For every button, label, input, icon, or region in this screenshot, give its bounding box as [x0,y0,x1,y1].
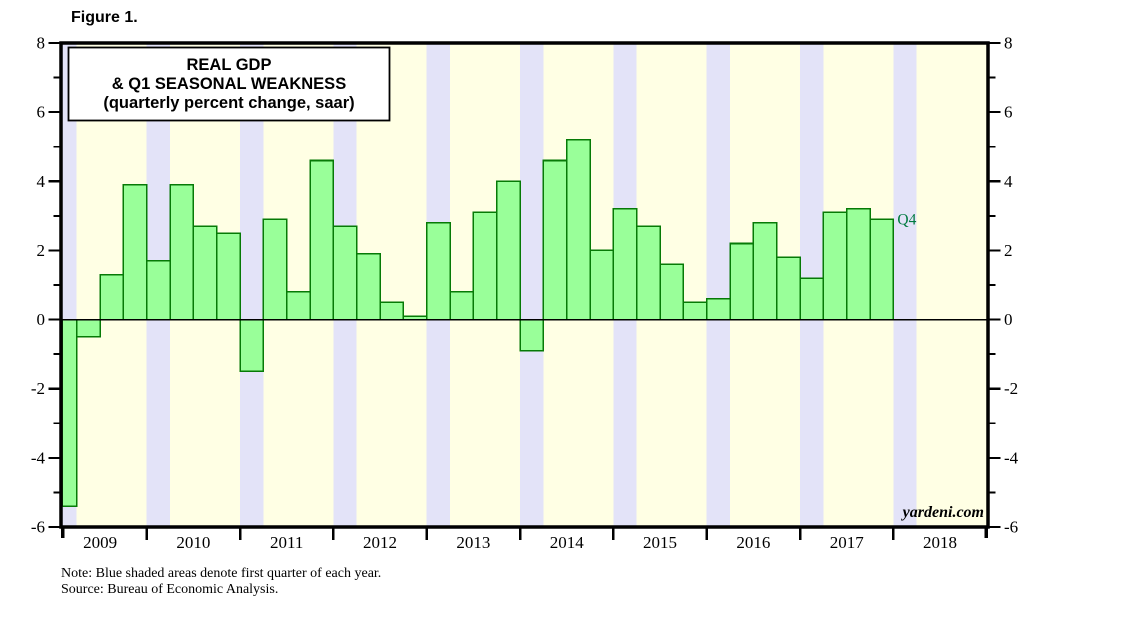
gdp-bar-2015-q1 [612,208,638,321]
x-axis-label-2012: 2012 [363,533,397,552]
gdp-bar-2015-q4 [682,301,708,321]
gdp-bar-2011-q3 [285,291,311,321]
gdp-bar-2013-q2 [449,291,475,321]
y-axis-label-left: -2 [31,379,45,398]
x-axis-label-2010: 2010 [176,533,210,552]
gdp-bar-2016-q1 [705,298,731,321]
figure-label: Figure 1. [71,9,138,26]
gdp-bar-2016-q2 [729,242,755,321]
x-axis-label-2014: 2014 [550,533,585,552]
y-axis-label-right: 0 [1004,310,1013,329]
gdp-bar-2011-q4 [309,159,335,321]
gdp-bar-2013-q1 [425,221,451,321]
gdp-bar-2013-q4 [495,180,521,321]
gdp-bar-2014-q2 [542,159,568,321]
y-axis-label-left: 2 [37,241,46,260]
y-axis-label-right: 6 [1004,103,1013,122]
gdp-bar-2009-q2 [75,318,101,338]
watermark-yardeni: yardeni.com [901,504,984,521]
x-axis-label-2011: 2011 [270,533,303,552]
y-axis-label-left: -6 [31,518,45,537]
gdp-bar-2011-q2 [262,218,288,321]
footnotes: Note: Blue shaded areas denote first qua… [61,566,381,597]
x-axis-label-2015: 2015 [643,533,677,552]
y-axis-label-left: 8 [37,34,46,53]
gdp-bar-2011-q1 [239,318,265,373]
x-axis-label-2017: 2017 [830,533,865,552]
y-axis-label-right: -2 [1004,379,1018,398]
gdp-bar-2017-q2 [822,211,848,321]
chart-title-line-2: & Q1 SEASONAL WEAKNESS [112,75,346,93]
gdp-bar-2015-q3 [659,263,685,321]
gdp-bar-2017-q4 [869,218,895,321]
gdp-bar-2016-q4 [775,256,801,321]
gdp-bar-2009-q1 [61,318,78,508]
gdp-bar-2009-q4 [122,183,148,321]
chart-source: Source: Bureau of Economic Analysis. [61,581,279,597]
y-axis-label-left: 4 [37,172,46,191]
gdp-bar-2015-q2 [635,225,661,321]
last-bar-annotation-q4: Q4 [897,211,916,228]
chart-title-line-3: (quarterly percent change, saar) [103,94,354,112]
y-axis-label-left: 0 [37,310,46,329]
gdp-bar-2012-q3 [379,301,405,321]
gdp-bar-2013-q3 [472,211,498,321]
gdp-bar-2010-q1 [145,259,171,321]
chart-title-line-1: REAL GDP [187,56,272,74]
q1-band-2014 [520,44,544,526]
gdp-bar-2012-q1 [332,225,358,321]
q1-band-2011 [240,44,264,526]
y-axis-label-right: 4 [1004,172,1013,191]
gdp-bar-2010-q2 [169,183,195,321]
gdp-bar-2017-q3 [845,208,871,321]
gdp-bar-2010-q3 [192,225,218,321]
y-axis-label-right: 2 [1004,241,1013,260]
y-axis-label-right: -4 [1004,448,1019,467]
gdp-bar-2014-q1 [519,318,545,352]
y-axis-label-right: 8 [1004,34,1013,53]
x-axis-label-2018: 2018 [923,533,957,552]
y-axis-label-left: 6 [37,103,46,122]
gdp-bar-2017-q1 [799,277,825,321]
q1-band-2018 [893,44,917,526]
gdp-bar-2014-q3 [565,139,591,321]
gdp-bar-2016-q3 [752,221,778,321]
gdp-bar-2012-q2 [355,253,381,321]
plot-border [59,41,990,529]
y-axis-label-left: -4 [31,448,46,467]
q1-band-2016 [706,44,731,526]
chart-note: Note: Blue shaded areas denote first qua… [61,566,382,581]
x-axis-label-2013: 2013 [456,533,490,552]
gdp-bar-2010-q4 [215,232,241,321]
gdp-bar-2009-q3 [99,273,125,321]
x-axis-label-2016: 2016 [736,533,770,552]
chart-title-box [67,46,391,122]
y-axis-label-right: -6 [1004,518,1018,537]
gdp-bar-2014-q4 [589,249,615,321]
x-axis-label-2009: 2009 [83,533,117,552]
